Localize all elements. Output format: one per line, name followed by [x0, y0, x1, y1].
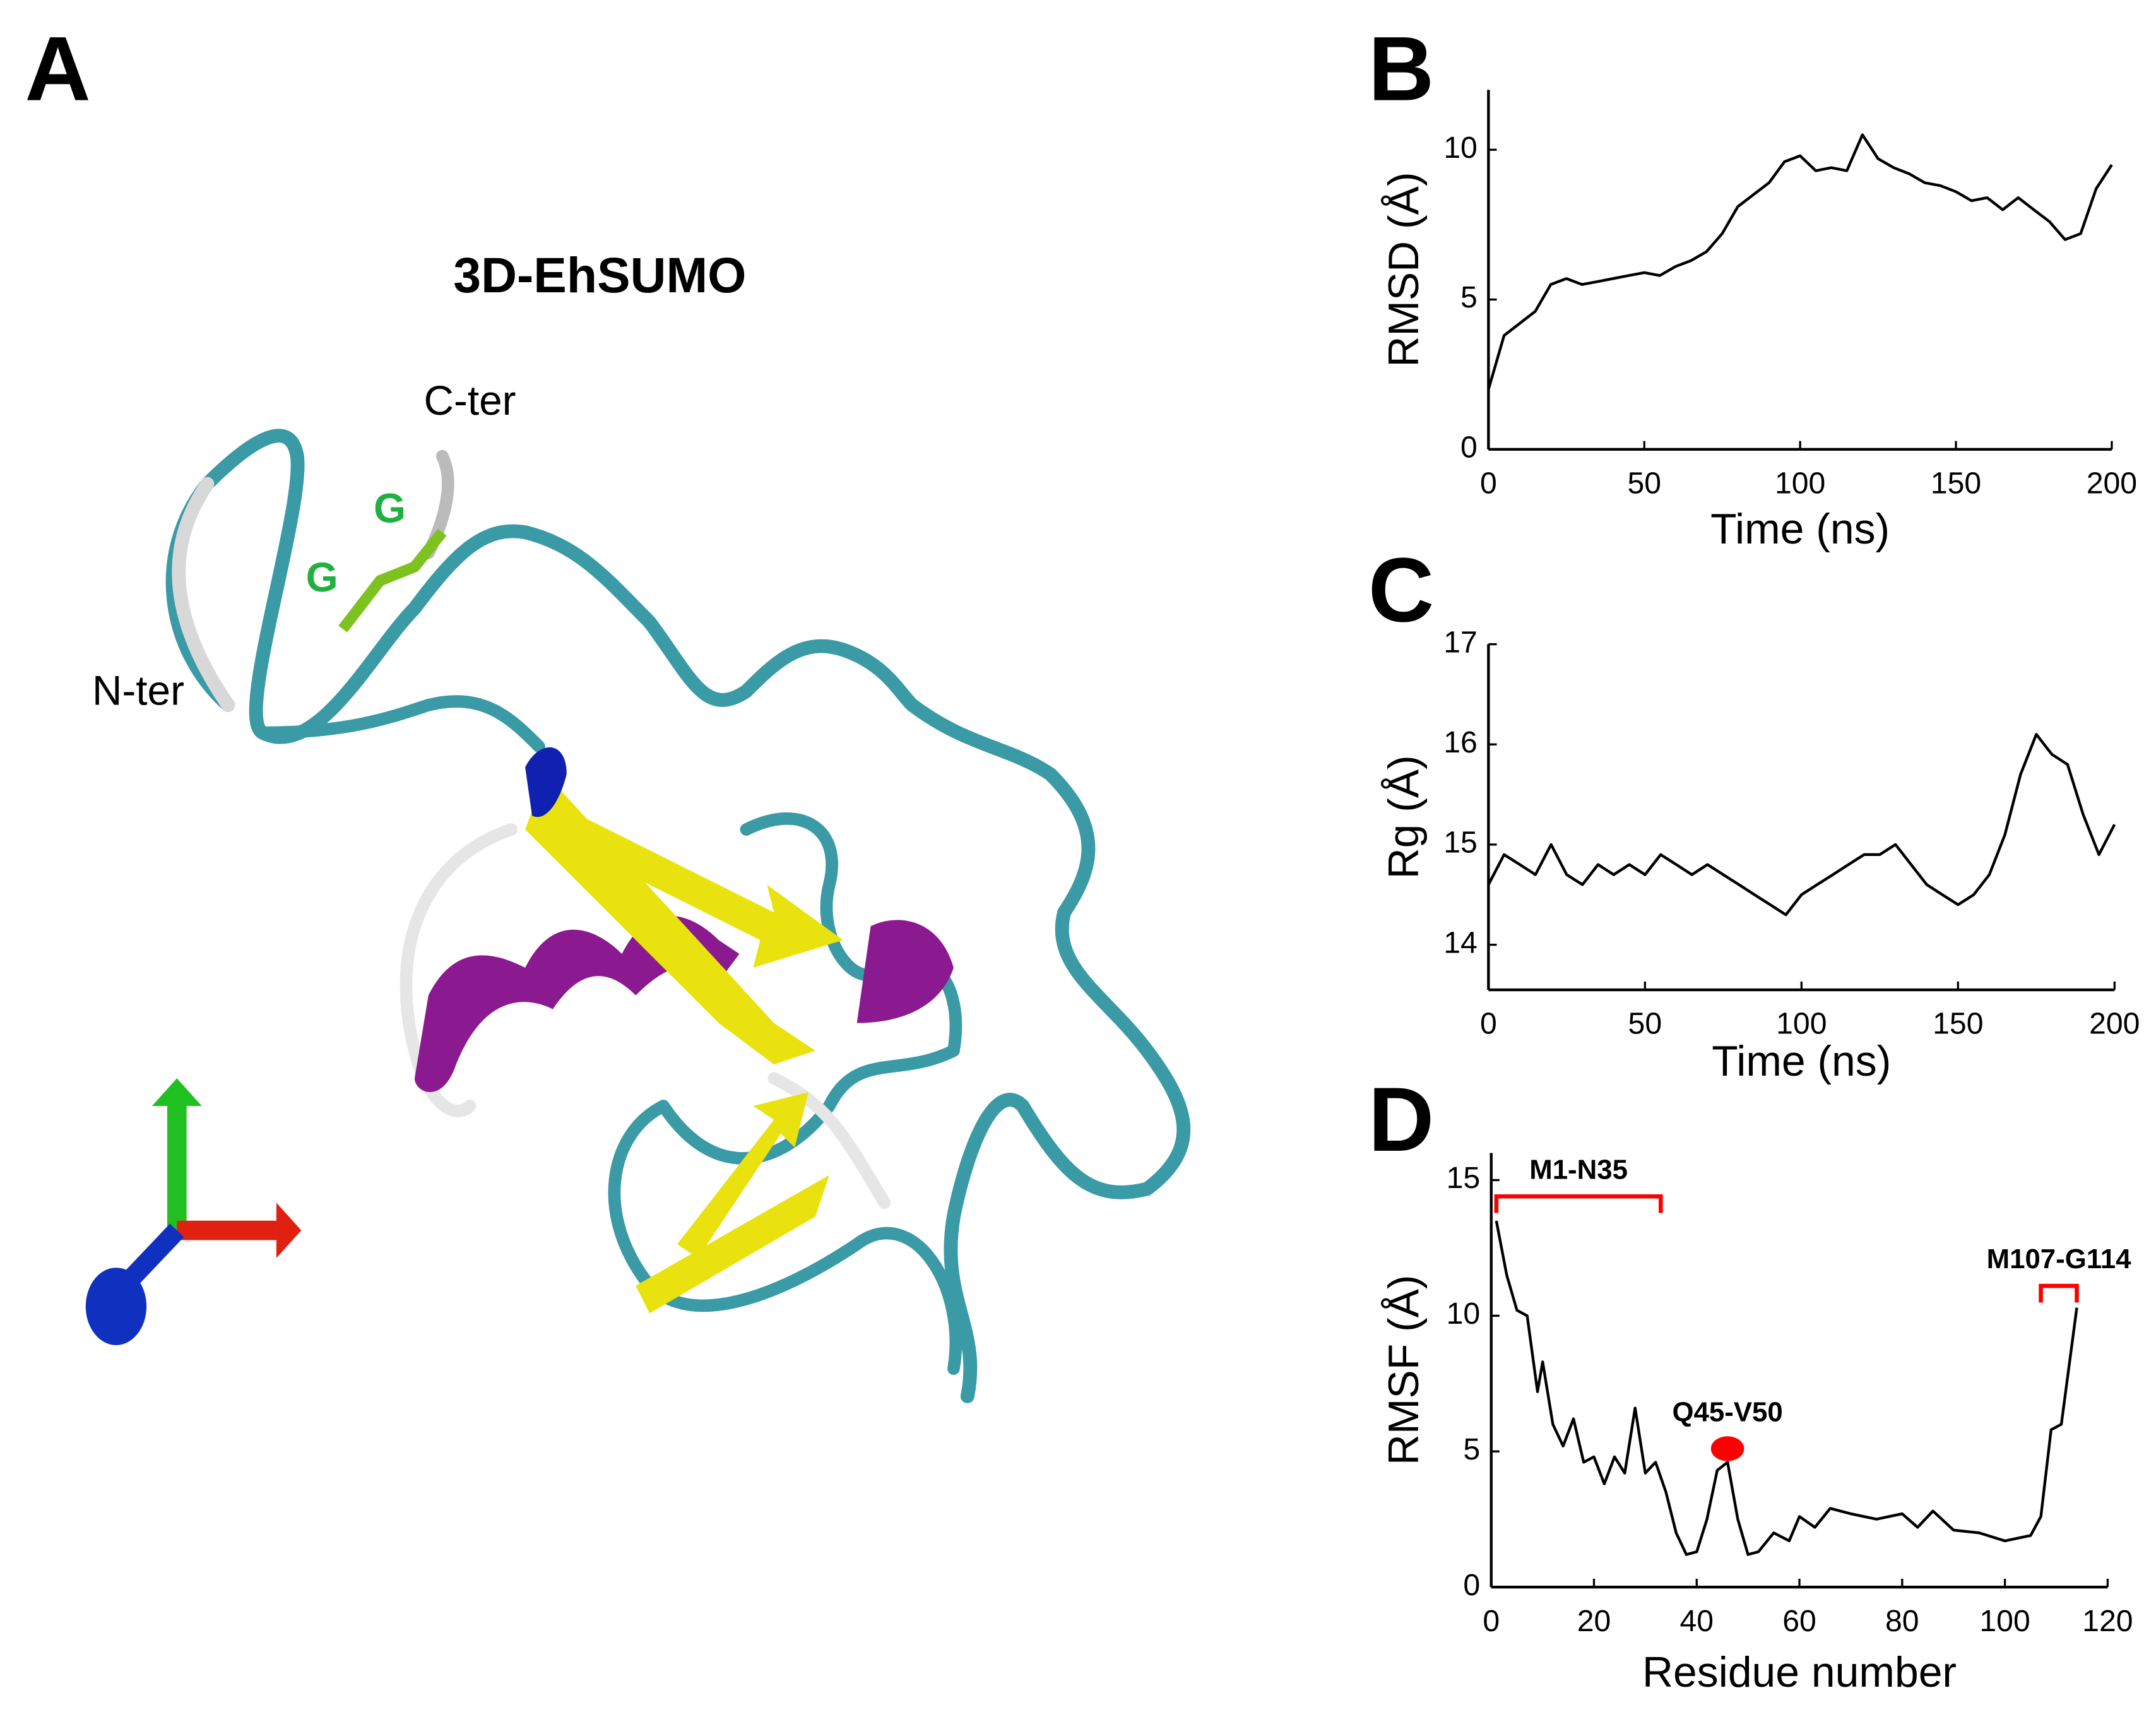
panel-label: A: [25, 18, 90, 120]
x-tick-label: 200: [2087, 466, 2137, 500]
data-line: [1487, 733, 2116, 917]
annotation-label: Q45-V50: [1672, 1397, 1782, 1428]
annotation-label: M1-N35: [1529, 1154, 1628, 1185]
y-tick-label: 15: [1447, 1161, 1481, 1195]
annotation-bracket: [2039, 1283, 2079, 1303]
helix: [856, 920, 954, 1023]
y-tick-label: 15: [1443, 826, 1478, 860]
x-tick-label: 150: [1931, 466, 1981, 500]
x-axis-title: Residue number: [1642, 1649, 1957, 1696]
annotation-marker: [1710, 1436, 1744, 1461]
y-tick-label: 10: [1447, 1297, 1481, 1331]
x-tick-label: 20: [1577, 1604, 1611, 1638]
terminus-label: N-ter: [92, 668, 184, 714]
y-tick-label: 14: [1443, 925, 1478, 960]
x-tick-label: 40: [1679, 1604, 1714, 1638]
y-tick-label: 10: [1443, 131, 1478, 165]
x-tick-label: 100: [1775, 466, 1825, 500]
strand: [677, 1092, 808, 1258]
y-tick-label: 5: [1460, 280, 1478, 314]
x-axis-title: Time (ns): [1710, 506, 1890, 553]
x-tick-label: 0: [1480, 1007, 1497, 1041]
protein-structure: [85, 429, 1191, 1403]
x-tick-label: 100: [1776, 1007, 1827, 1041]
y-tick-label: 16: [1443, 725, 1478, 759]
x-tick-label: 100: [1979, 1604, 2030, 1638]
data-line: [1495, 1220, 2078, 1556]
x-tick-label: 0: [1483, 1604, 1500, 1638]
coil-white: [767, 1072, 891, 1209]
strand: [566, 816, 843, 968]
structure-title: 3D-EhSUMO: [453, 247, 746, 303]
x-axis-title: Time (ns): [1712, 1038, 1891, 1085]
data-line: [1487, 133, 2113, 390]
x-tick-label: 200: [2089, 1007, 2140, 1041]
terminus-label: C-ter: [424, 377, 516, 424]
annotation-label: M107-G114: [1987, 1244, 2131, 1274]
coil-white: [172, 477, 235, 712]
axis-y-head: [151, 1078, 202, 1107]
glycine-label: G: [374, 485, 406, 532]
helix-blue: [525, 747, 567, 817]
x-tick-label: 80: [1885, 1604, 1919, 1638]
panel-label: B: [1368, 18, 1434, 120]
y-tick-label: 5: [1463, 1432, 1480, 1466]
coil-white: [400, 823, 518, 1117]
axis-x-head: [276, 1203, 302, 1258]
glycine-label: G: [306, 554, 338, 600]
y-axis-title: Rg (Å): [1380, 755, 1428, 879]
glycine-sticks: [338, 528, 447, 633]
y-tick-label: 17: [1443, 625, 1478, 659]
coil: [256, 695, 545, 753]
panel-label: C: [1368, 538, 1434, 641]
y-tick-label: 0: [1463, 1568, 1480, 1602]
x-tick-label: 120: [2082, 1604, 2133, 1638]
y-tick-label: 0: [1460, 430, 1478, 464]
panel-label: D: [1368, 1068, 1434, 1170]
y-axis-title: RMSD (Å): [1380, 172, 1428, 367]
x-tick-label: 150: [1933, 1007, 1983, 1041]
x-tick-label: 0: [1480, 466, 1497, 500]
x-tick-label: 60: [1782, 1604, 1816, 1638]
x-tick-label: 50: [1627, 466, 1661, 500]
strand: [636, 1175, 829, 1314]
x-tick-label: 50: [1628, 1007, 1662, 1041]
y-axis-title: RMSF (Å): [1380, 1274, 1428, 1465]
coil: [165, 429, 1191, 1403]
annotation-bracket: [1494, 1194, 1663, 1213]
axis-z-head: [85, 1268, 147, 1345]
